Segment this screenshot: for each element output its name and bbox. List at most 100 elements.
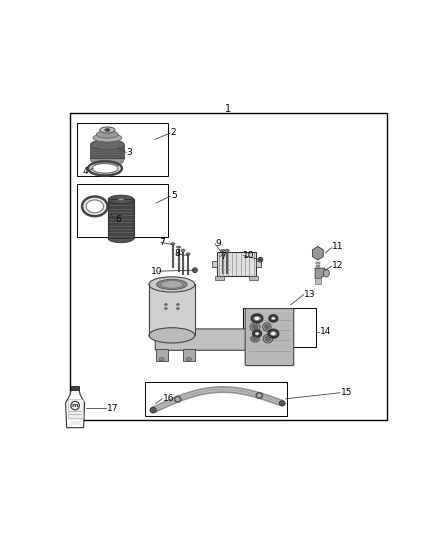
Text: 7: 7 <box>159 238 165 247</box>
Ellipse shape <box>265 324 269 329</box>
Text: 10: 10 <box>243 251 254 260</box>
Ellipse shape <box>250 322 260 331</box>
Bar <box>217 252 256 276</box>
Ellipse shape <box>254 316 260 320</box>
Ellipse shape <box>253 331 261 336</box>
Ellipse shape <box>252 337 258 341</box>
Polygon shape <box>90 144 124 158</box>
Text: 14: 14 <box>320 327 331 336</box>
Ellipse shape <box>186 253 190 255</box>
Bar <box>316 262 320 264</box>
Text: 8: 8 <box>174 249 180 259</box>
Text: 10: 10 <box>151 266 162 276</box>
Ellipse shape <box>281 402 283 405</box>
Bar <box>155 349 168 361</box>
FancyBboxPatch shape <box>245 309 294 366</box>
Ellipse shape <box>88 161 122 175</box>
Text: 1: 1 <box>225 104 231 114</box>
Ellipse shape <box>193 268 197 272</box>
Ellipse shape <box>258 257 263 262</box>
Ellipse shape <box>251 335 259 342</box>
Ellipse shape <box>96 131 118 138</box>
Bar <box>183 349 195 361</box>
Bar <box>108 199 134 238</box>
Ellipse shape <box>263 322 271 331</box>
Ellipse shape <box>108 195 134 204</box>
Ellipse shape <box>161 281 183 288</box>
Ellipse shape <box>93 134 122 142</box>
Ellipse shape <box>255 332 259 335</box>
Ellipse shape <box>279 401 285 406</box>
Text: 4: 4 <box>83 167 88 176</box>
Text: 6: 6 <box>115 215 121 224</box>
Bar <box>215 276 224 280</box>
Bar <box>316 265 320 267</box>
Text: 3: 3 <box>127 148 132 157</box>
Polygon shape <box>149 285 195 335</box>
Ellipse shape <box>177 246 181 248</box>
Ellipse shape <box>271 317 276 320</box>
Ellipse shape <box>118 198 124 201</box>
Ellipse shape <box>92 164 118 173</box>
Ellipse shape <box>221 249 225 252</box>
Ellipse shape <box>177 308 179 310</box>
Bar <box>243 308 316 347</box>
Ellipse shape <box>100 127 115 133</box>
Text: 13: 13 <box>304 290 316 299</box>
Bar <box>67 399 83 417</box>
Ellipse shape <box>149 277 195 292</box>
Ellipse shape <box>171 243 175 245</box>
Ellipse shape <box>105 128 110 131</box>
Ellipse shape <box>157 279 187 289</box>
Ellipse shape <box>252 324 258 329</box>
Ellipse shape <box>108 234 134 243</box>
Polygon shape <box>312 246 323 260</box>
Ellipse shape <box>86 200 104 213</box>
Bar <box>212 261 217 268</box>
Text: 5: 5 <box>171 191 177 200</box>
Ellipse shape <box>149 328 195 343</box>
Text: m: m <box>72 403 78 408</box>
Bar <box>108 199 134 238</box>
Text: 12: 12 <box>332 261 344 270</box>
Ellipse shape <box>268 330 278 337</box>
FancyBboxPatch shape <box>155 329 285 350</box>
Bar <box>77 123 169 176</box>
Bar <box>71 386 79 390</box>
Ellipse shape <box>159 358 164 361</box>
Bar <box>316 271 320 272</box>
Text: 9: 9 <box>215 239 221 248</box>
Bar <box>315 278 321 285</box>
Text: 11: 11 <box>332 243 344 251</box>
Ellipse shape <box>186 358 191 361</box>
Ellipse shape <box>252 314 262 322</box>
Ellipse shape <box>90 140 124 150</box>
Text: 2: 2 <box>171 128 177 137</box>
Ellipse shape <box>165 308 167 310</box>
Ellipse shape <box>165 303 167 305</box>
Ellipse shape <box>270 316 277 321</box>
Ellipse shape <box>263 335 273 343</box>
Text: 7: 7 <box>220 252 226 261</box>
Ellipse shape <box>82 197 108 216</box>
Bar <box>145 382 287 416</box>
Text: 16: 16 <box>162 394 174 403</box>
Ellipse shape <box>150 407 156 413</box>
Ellipse shape <box>90 149 124 167</box>
Ellipse shape <box>259 259 261 261</box>
Ellipse shape <box>194 269 196 271</box>
Text: 15: 15 <box>341 388 353 397</box>
Ellipse shape <box>323 270 329 277</box>
Ellipse shape <box>152 409 155 411</box>
Ellipse shape <box>177 303 179 305</box>
Ellipse shape <box>225 249 229 252</box>
Text: 17: 17 <box>107 404 119 413</box>
Bar <box>256 261 261 268</box>
Polygon shape <box>66 390 85 427</box>
Bar <box>249 276 258 280</box>
Polygon shape <box>315 268 325 278</box>
Ellipse shape <box>271 332 276 336</box>
Ellipse shape <box>181 249 185 252</box>
Bar <box>77 184 169 237</box>
Bar <box>316 268 320 270</box>
